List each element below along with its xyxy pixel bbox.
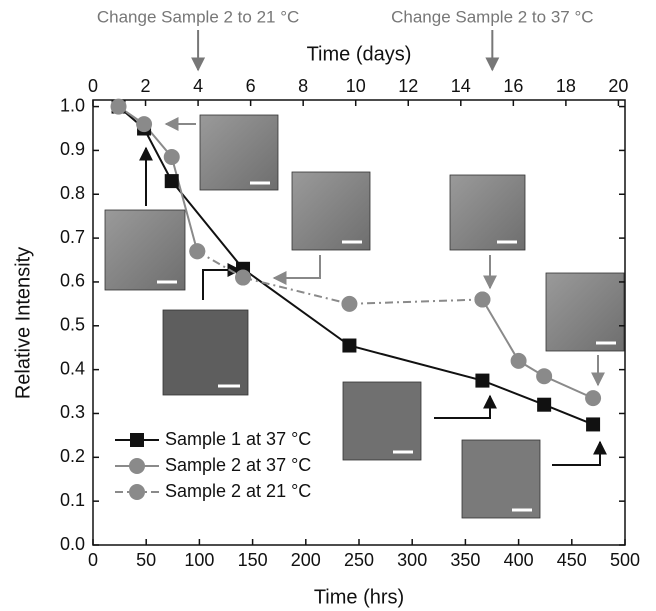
x2-tick-label: 0 <box>88 76 98 96</box>
x-tick-label: 200 <box>291 550 321 570</box>
x2-tick-label: 16 <box>503 76 523 96</box>
x2-tick-label: 12 <box>398 76 418 96</box>
marker <box>536 368 553 385</box>
marker <box>189 243 206 260</box>
marker <box>474 291 491 308</box>
x-tick-label: 450 <box>557 550 587 570</box>
y-tick-label: 0.4 <box>60 358 85 378</box>
x-tick-label: 300 <box>397 550 427 570</box>
marker <box>136 116 153 133</box>
series-line <box>196 250 483 305</box>
y-tick-label: 0.6 <box>60 271 85 291</box>
marker <box>342 338 357 353</box>
x-tick-label: 400 <box>504 550 534 570</box>
y-tick-label: 0.1 <box>60 490 85 510</box>
marker <box>129 458 145 474</box>
x2-tick-label: 4 <box>193 76 203 96</box>
marker <box>235 269 252 286</box>
y-tick-label: 0.7 <box>60 227 85 247</box>
x-axis-label: Time (hrs) <box>314 586 404 608</box>
x-tick-label: 250 <box>344 550 374 570</box>
series-line <box>117 105 594 426</box>
y-tick-label: 0.9 <box>60 139 85 159</box>
x2-tick-label: 10 <box>346 76 366 96</box>
legend: Sample 1 at 37 °C Sample 2 at 37 °C Sample… <box>115 429 311 501</box>
y-tick-label: 0.8 <box>60 183 85 203</box>
legend-label: Sample 1 at 37 °C <box>165 429 311 449</box>
x2-tick-label: 18 <box>556 76 576 96</box>
series-line <box>117 105 594 400</box>
marker <box>163 148 180 165</box>
annotation: Change Sample 2 to 37 °C <box>391 7 593 26</box>
marker <box>585 390 602 407</box>
marker <box>130 433 144 447</box>
legend-label: Sample 2 at 37 °C <box>165 455 311 475</box>
y-tick-label: 0.5 <box>60 315 85 335</box>
x2-axis-label: Time (days) <box>307 43 412 65</box>
y-tick-label: 0.0 <box>60 534 85 554</box>
micrographs <box>104 114 625 519</box>
y-tick-label: 0.2 <box>60 446 85 466</box>
x2-tick-label: 6 <box>246 76 256 96</box>
marker <box>164 174 179 189</box>
x-tick-label: 150 <box>238 550 268 570</box>
y-tick-label: 1.0 <box>60 95 85 115</box>
y-tick-label: 0.3 <box>60 402 85 422</box>
marker <box>537 397 552 412</box>
x-tick-label: 350 <box>450 550 480 570</box>
marker <box>510 352 527 369</box>
x-tick-label: 0 <box>88 550 98 570</box>
marker <box>341 295 358 312</box>
callout-arrows <box>139 117 607 466</box>
legend-label: Sample 2 at 21 °C <box>165 481 311 501</box>
x2-tick-label: 2 <box>141 76 151 96</box>
x-tick-label: 50 <box>136 550 156 570</box>
annotation: Change Sample 2 to 21 °C <box>97 7 299 26</box>
marker <box>475 373 490 388</box>
marker <box>129 484 145 500</box>
marker <box>586 417 601 432</box>
x2-tick-label: 20 <box>608 76 628 96</box>
x-tick-label: 100 <box>184 550 214 570</box>
x-tick-label: 500 <box>610 550 640 570</box>
x2-tick-label: 8 <box>298 76 308 96</box>
y-axis-label: Relative Intensity <box>12 247 34 399</box>
marker <box>110 98 127 115</box>
x2-tick-label: 14 <box>451 76 471 96</box>
